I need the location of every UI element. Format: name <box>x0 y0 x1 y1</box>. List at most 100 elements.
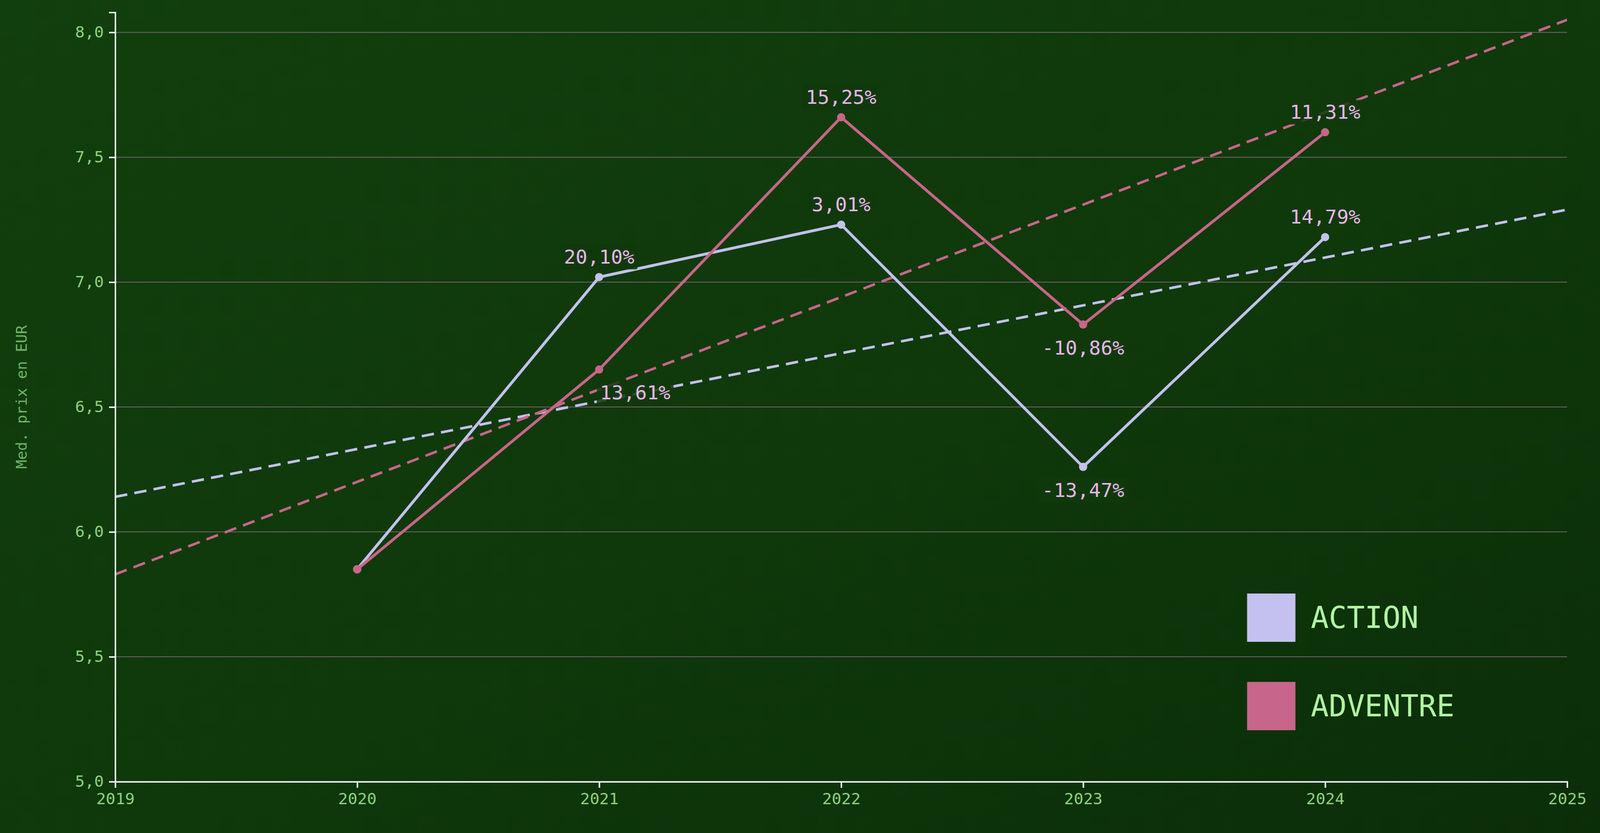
tick-mark <box>108 656 116 659</box>
change-label: 20,10% <box>564 245 635 269</box>
y-tick: 5,0 <box>75 772 116 791</box>
change-label-group: 15,25% <box>802 84 880 110</box>
trend-line <box>115 209 1568 498</box>
grid-line <box>115 406 1568 408</box>
tick-label: 5,0 <box>75 772 104 791</box>
marker <box>353 565 362 574</box>
marker <box>1320 128 1330 137</box>
marker <box>837 113 846 122</box>
tick-mark <box>840 782 843 789</box>
change-label: 15,25% <box>805 85 877 109</box>
legend-swatch <box>1247 682 1296 731</box>
x-tick: 2023 <box>1064 782 1103 809</box>
label-patch <box>1286 204 1364 230</box>
tick-label: 2020 <box>338 789 377 809</box>
trend-line <box>115 20 1568 575</box>
marker <box>353 565 362 574</box>
change-label: 3,01% <box>811 193 871 216</box>
legend-label: ACTION <box>1311 600 1420 636</box>
tick-label: 2025 <box>1548 789 1587 809</box>
label-patch <box>1286 99 1364 125</box>
change-label: 11,31% <box>1289 100 1361 124</box>
y-axis: 5,0 5,5 6,0 6,5 7,0 7,5 8,0 <box>75 12 116 792</box>
grid <box>115 32 1568 783</box>
y-tick: 7,5 <box>75 147 116 167</box>
x-tick: 2020 <box>338 782 377 809</box>
label-patch <box>1039 478 1128 503</box>
x-tick: 2021 <box>580 782 620 809</box>
tick-label: 7,5 <box>75 147 104 167</box>
y-tick: 7,0 <box>75 272 116 292</box>
tick-label: 7,0 <box>75 272 104 292</box>
label-patch <box>1039 335 1128 361</box>
tick-mark <box>108 281 116 284</box>
axis-line <box>108 12 116 783</box>
change-label-group: -13,47% <box>1039 478 1128 503</box>
change-label-group: 14,79% <box>1286 204 1364 230</box>
label-patch <box>596 380 674 406</box>
change-label-group: 13,61% <box>596 380 674 406</box>
tick-label: 8,0 <box>75 22 104 42</box>
tick-label: 2023 <box>1064 789 1103 809</box>
legend: ACTION ADVENTRE <box>1247 593 1455 731</box>
marker <box>1079 320 1088 330</box>
tick-label: 2022 <box>822 789 861 809</box>
series-line <box>357 224 1326 570</box>
change-label-group: -10,86% <box>1039 335 1128 361</box>
y-tick: 8,0 <box>75 22 116 42</box>
axis-line <box>115 782 1568 789</box>
tick-label: 2019 <box>96 789 135 809</box>
tick-mark <box>1324 782 1326 789</box>
x-axis: 2019 2020 2021 2022 2023 2024 2025 <box>96 782 1587 809</box>
grid-line <box>115 31 1568 33</box>
legend-swatch <box>1247 593 1296 643</box>
marker <box>1079 463 1088 472</box>
series-line <box>357 117 1326 570</box>
change-labels: 20,10% 3,01% -13,47% 14,79% 13,61% 15,25% -10,… <box>560 84 1364 503</box>
change-label: -10,86% <box>1042 336 1125 360</box>
change-label-group: 3,01% <box>808 192 875 217</box>
tick-mark <box>108 781 116 784</box>
tick-mark <box>108 156 116 159</box>
x-tick: 2024 <box>1306 782 1345 809</box>
grid-line <box>115 531 1568 533</box>
tick-label: 2024 <box>1306 789 1345 809</box>
x-tick: 2019 <box>96 782 135 809</box>
y-tick: 6,0 <box>75 522 116 541</box>
label-patch <box>808 192 875 217</box>
y-tick: 5,5 <box>75 647 116 666</box>
change-label: 13,61% <box>600 381 671 405</box>
marker <box>837 220 846 229</box>
change-label: -13,47% <box>1042 479 1125 502</box>
legend-item: ADVENTRE <box>1247 682 1455 731</box>
tick-mark <box>598 782 600 789</box>
tick-mark <box>356 782 359 789</box>
tick-label: 6,0 <box>75 522 104 541</box>
y-tick: 6,5 <box>75 397 116 416</box>
tick-mark <box>108 406 116 409</box>
tick-mark <box>1566 782 1569 789</box>
change-label-group: 20,10% <box>560 244 638 270</box>
marker <box>594 365 604 374</box>
y-axis-title: Med. prix en EUR <box>12 324 31 469</box>
tick-label: 6,5 <box>75 397 104 416</box>
marker <box>594 273 604 282</box>
legend-item: ACTION <box>1247 593 1420 643</box>
tick-mark <box>114 782 117 789</box>
change-label-group: 11,31% <box>1286 99 1364 125</box>
label-patch <box>560 244 638 270</box>
legend-label: ADVENTRE <box>1311 688 1455 724</box>
background <box>0 0 1600 833</box>
x-tick: 2022 <box>822 782 861 809</box>
chart: 5,0 5,5 6,0 6,5 7,0 7,5 8,0 2019 2020 2021 2022 202… <box>0 0 1600 833</box>
label-patch <box>802 84 880 110</box>
change-label: 14,79% <box>1289 205 1361 229</box>
x-tick: 2025 <box>1548 782 1587 809</box>
grid-line <box>115 156 1568 158</box>
tick-mark <box>108 31 116 34</box>
plot-area <box>115 20 1568 575</box>
tick-label: 5,5 <box>75 647 104 666</box>
grid-line <box>115 656 1568 658</box>
grid-line <box>115 281 1568 283</box>
marker <box>1320 232 1330 242</box>
